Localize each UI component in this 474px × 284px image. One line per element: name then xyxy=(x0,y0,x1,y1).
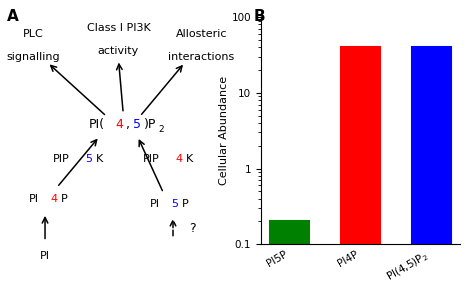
Text: PI: PI xyxy=(150,199,160,210)
Text: signalling: signalling xyxy=(6,52,60,62)
Text: 5: 5 xyxy=(85,154,92,164)
Bar xyxy=(270,222,309,284)
Bar xyxy=(412,47,451,284)
Text: PI(: PI( xyxy=(89,118,105,131)
Text: PIP: PIP xyxy=(52,154,69,164)
Text: P: P xyxy=(182,199,189,210)
Text: 4: 4 xyxy=(116,118,124,131)
Text: 2: 2 xyxy=(158,125,164,134)
Text: interactions: interactions xyxy=(168,52,235,62)
Text: activity: activity xyxy=(98,46,139,56)
Y-axis label: Cellular Abundance: Cellular Abundance xyxy=(219,76,228,185)
Text: )P: )P xyxy=(144,118,156,131)
Text: PIP: PIP xyxy=(143,154,159,164)
Text: B: B xyxy=(254,9,265,24)
Text: A: A xyxy=(7,9,19,24)
Text: K: K xyxy=(96,154,103,164)
Text: PI: PI xyxy=(40,250,50,261)
Text: Class I PI3K: Class I PI3K xyxy=(87,23,150,34)
Text: ?: ? xyxy=(190,222,196,235)
Text: K: K xyxy=(186,154,193,164)
Text: 5: 5 xyxy=(171,199,178,210)
Text: 4: 4 xyxy=(175,154,182,164)
Text: 5: 5 xyxy=(133,118,141,131)
Text: P: P xyxy=(61,194,68,204)
Text: ,: , xyxy=(127,118,130,131)
Text: PLC: PLC xyxy=(23,29,44,39)
Text: 4: 4 xyxy=(50,194,57,204)
Bar xyxy=(341,47,380,284)
Text: Allosteric: Allosteric xyxy=(176,29,227,39)
Text: PI: PI xyxy=(29,194,39,204)
